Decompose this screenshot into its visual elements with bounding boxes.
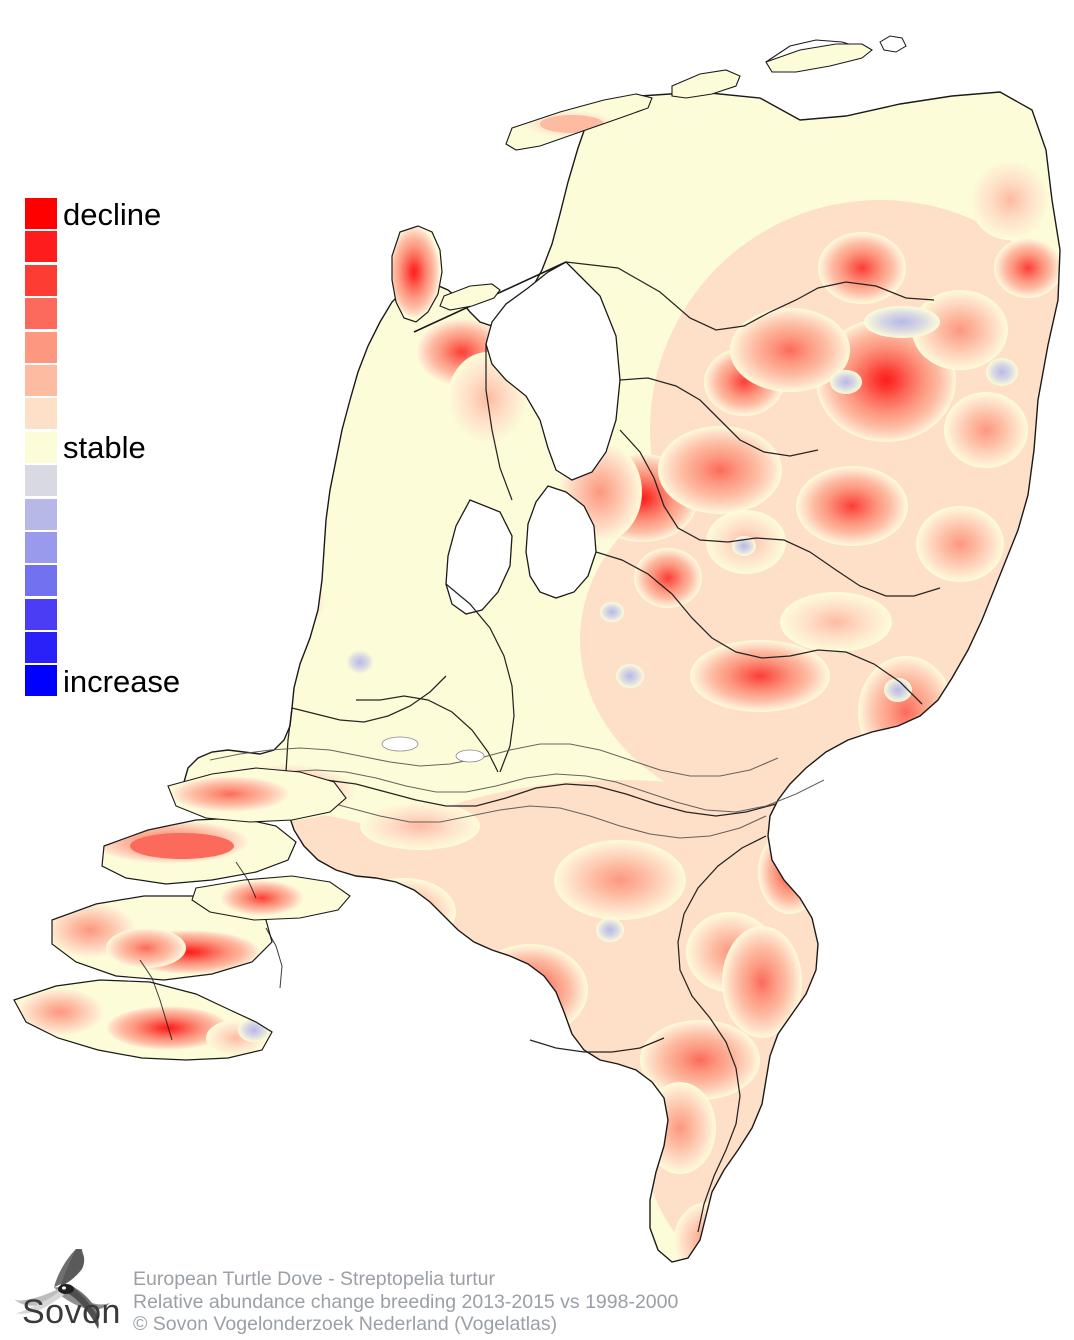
zeeland-islands [13,767,351,1061]
legend-item-9[interactable] [25,498,235,532]
legend-item-1[interactable] [25,231,235,264]
legend-item-5[interactable] [25,364,235,398]
legend-swatch-7 [25,431,57,463]
sovon-logo [14,1249,110,1329]
legend-swatch-10 [25,531,57,563]
legend-item-13[interactable] [25,632,235,665]
legend-item-8[interactable] [25,465,235,498]
legend-item-4[interactable] [25,331,235,365]
markermeer [525,485,597,599]
legend-swatch-5 [25,364,57,396]
swallow-icon [14,1249,110,1329]
legend-item-14[interactable]: increase [25,665,235,698]
caption-metric: Relative abundance change breeding 2013-… [133,1290,679,1313]
legend-swatch-13 [25,632,57,664]
caption-copyright: © Sovon Vogelonderzoek Nederland (Vogela… [133,1313,558,1335]
legend-swatch-3 [25,298,57,330]
legend-swatch-9 [25,498,57,530]
legend-label-decline: decline [63,196,162,232]
legend-item-2[interactable] [25,264,235,298]
legend-item-11[interactable] [25,565,235,598]
ijmeer-gooimeer [445,499,513,615]
legend-label-stable: stable [63,430,146,466]
ijsselmeer-group [413,261,621,615]
legend-swatch-11 [25,565,57,597]
legend-item-0[interactable]: decline [25,198,235,231]
legend-item-10[interactable] [25,531,235,565]
legend-swatch-4 [25,331,57,363]
legend-item-7[interactable]: stable [25,430,235,466]
caption-species: European Turtle Dove - Streptopelia turt… [133,1268,496,1290]
legend-swatch-1 [25,231,57,263]
mainland-outline [183,91,1061,1263]
legend-swatch-2 [25,264,57,296]
legend-swatch-14 [25,665,57,697]
legend-swatch-6 [25,398,57,430]
ijsselmeer-north [485,261,621,481]
legend-label-increase: increase [63,664,181,700]
figure-caption: European Turtle Dove - Streptopelia turt… [133,1268,678,1336]
legend-swatch-12 [25,598,57,630]
footer: Sovon European Turtle Dove - Streptopeli… [0,1243,1074,1340]
legend-item-6[interactable] [25,398,235,431]
legend-swatch-0 [25,198,57,229]
inland-water [381,736,485,763]
legend-item-12[interactable] [25,598,235,632]
legend-item-3[interactable] [25,298,235,331]
province-boundaries [265,261,941,1233]
sovon-wordmark: Sovon [22,1293,121,1331]
legend-swatch-8 [25,465,57,497]
legend: decline stable [25,198,235,699]
